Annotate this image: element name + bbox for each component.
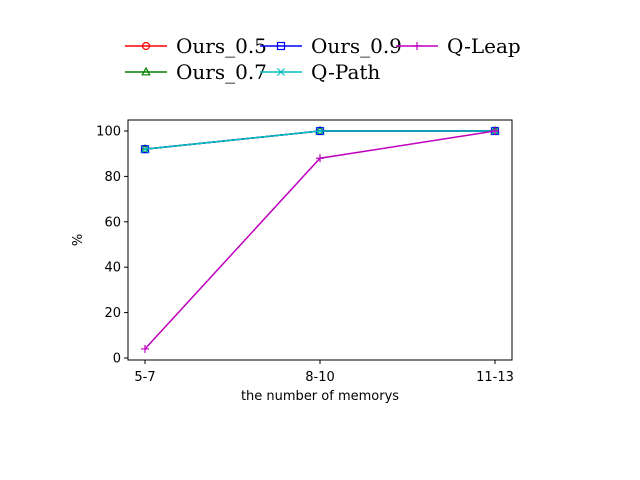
x-axis-label: the number of memorys bbox=[241, 389, 399, 404]
legend-label: Q-Path bbox=[311, 60, 380, 84]
series-q-leap bbox=[141, 127, 499, 353]
data-point-marker bbox=[141, 145, 149, 154]
data-point-marker bbox=[491, 127, 499, 135]
y-tick-label: 0 bbox=[113, 352, 121, 367]
y-tick-label: 100 bbox=[96, 125, 121, 140]
legend-item: Ours_0.7 bbox=[125, 60, 267, 84]
data-point-marker bbox=[413, 42, 421, 50]
y-tick-label: 20 bbox=[104, 306, 121, 321]
series-line bbox=[144, 130, 496, 350]
plot-area: 0 20 40 60 80 100 5-7 8-10 11-13 bbox=[96, 119, 514, 385]
data-point-marker bbox=[316, 154, 324, 163]
legend-label: Ours_0.7 bbox=[176, 60, 267, 84]
data-point-marker bbox=[141, 66, 151, 76]
legend-item: Ours_0.5 bbox=[125, 34, 267, 58]
x-tick-label: 5-7 bbox=[134, 370, 155, 385]
series-q-path bbox=[141, 127, 499, 154]
series-layer bbox=[140, 125, 500, 353]
y-tick-label: 40 bbox=[104, 261, 121, 276]
legend-label: Ours_0.9 bbox=[311, 34, 402, 58]
x-tick-label: 8-10 bbox=[305, 370, 335, 385]
y-axis-label: % bbox=[71, 234, 86, 246]
legend-item: Q-Leap bbox=[396, 34, 521, 58]
x-tick-label: 11-13 bbox=[476, 370, 514, 385]
data-point-marker bbox=[141, 344, 149, 353]
data-point-marker bbox=[141, 41, 151, 51]
legend-item: Ours_0.9 bbox=[260, 34, 402, 58]
data-point-marker bbox=[277, 68, 285, 76]
data-point-marker bbox=[276, 41, 286, 51]
x-axis: 5-7 8-10 11-13 bbox=[134, 360, 514, 385]
data-point-marker bbox=[316, 127, 324, 135]
legend-label: Q-Leap bbox=[447, 34, 521, 58]
y-tick-label: 60 bbox=[104, 215, 121, 230]
y-axis: 0 20 40 60 80 100 bbox=[96, 125, 128, 367]
legend-item: Q-Path bbox=[260, 60, 380, 84]
y-tick-label: 80 bbox=[104, 170, 121, 185]
legend-label: Ours_0.5 bbox=[176, 34, 267, 58]
